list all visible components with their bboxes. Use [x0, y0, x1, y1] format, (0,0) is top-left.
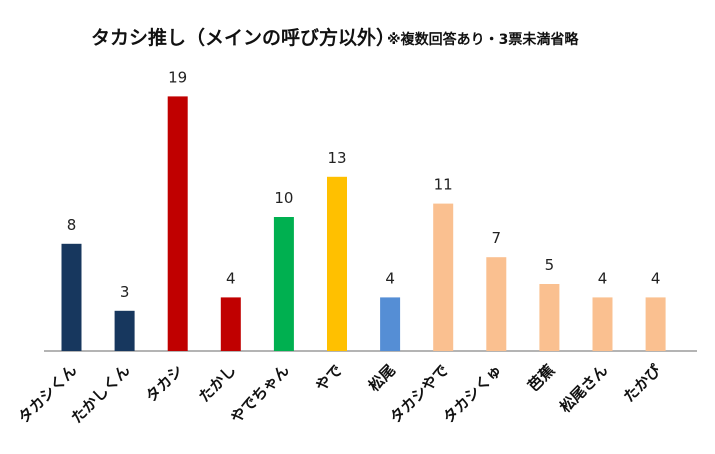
- bar-5: [273, 217, 294, 351]
- data-label-6: 13: [327, 149, 346, 167]
- chart-title: タカシ推し（メインの呼び方以外）: [91, 26, 395, 49]
- bar-9: [486, 257, 507, 351]
- bar-12: [645, 297, 666, 351]
- x-tick-label-7: 松尾: [365, 361, 399, 395]
- bar-6: [327, 176, 347, 351]
- data-label-1: 8: [67, 216, 77, 234]
- data-label-12: 4: [651, 269, 661, 287]
- data-labels-group: 8 3 19 4 10 13 4 11 7 5 4 4: [67, 68, 661, 300]
- data-label-11: 4: [598, 269, 608, 287]
- bar-2: [114, 310, 135, 351]
- x-tick-label-2: たかしくん: [68, 361, 134, 427]
- x-tick-label-4: たかし: [195, 361, 240, 406]
- x-tick-label-6: やで: [312, 361, 346, 395]
- data-label-4: 4: [226, 269, 236, 287]
- chart-subtitle: ※複数回答あり・3票未満省略: [387, 31, 579, 48]
- data-label-10: 5: [545, 256, 555, 274]
- data-label-3: 19: [168, 68, 187, 86]
- data-label-9: 7: [492, 229, 502, 247]
- data-label-7: 4: [385, 269, 395, 287]
- bar-1: [61, 243, 82, 351]
- bar-11: [592, 297, 613, 351]
- bar-3: [167, 96, 188, 352]
- bar-10: [539, 284, 560, 351]
- x-tick-label-9: タカシくゅ: [439, 361, 505, 427]
- bar-8: [433, 203, 454, 351]
- data-label-2: 3: [120, 283, 130, 301]
- x-tick-label-5: やでちゃん: [227, 361, 293, 427]
- bar-4: [220, 297, 241, 351]
- data-label-8: 11: [434, 176, 453, 194]
- bar-7: [380, 297, 401, 351]
- x-tick-label-10: 芭蕉: [524, 361, 558, 395]
- x-tick-label-11: 松尾さん: [556, 361, 611, 416]
- x-tick-label-3: タカシ: [142, 361, 187, 406]
- data-label-5: 10: [274, 189, 293, 207]
- bars-group: [61, 96, 666, 352]
- x-tick-label-12: たかぴ: [620, 361, 665, 406]
